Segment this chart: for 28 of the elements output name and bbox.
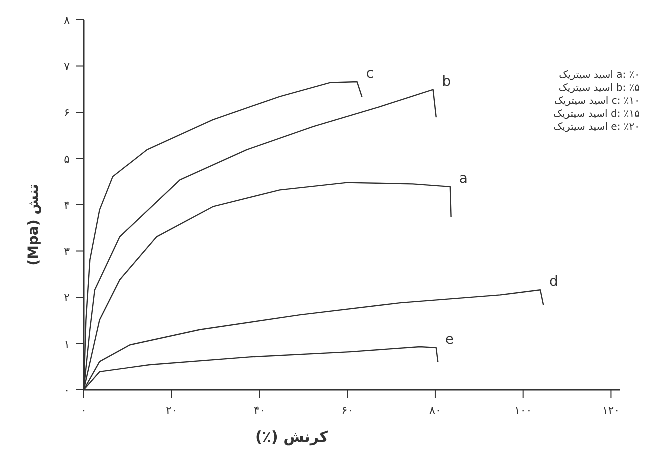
annotation: c: ٪۱۰ اسید سیتریک <box>554 96 640 107</box>
annotation: e: ٪۲۰ اسید سیتریک <box>554 122 640 133</box>
series-label: b <box>442 74 452 90</box>
y-tick-label: ۳ <box>64 245 70 258</box>
y-tick-label: ۵ <box>64 152 70 166</box>
series-label: d <box>549 274 558 290</box>
y-tick-label: ۴ <box>64 199 70 212</box>
y-tick-label: ۱ <box>64 338 70 351</box>
x-tick-label: ۸۰ <box>430 404 442 417</box>
y-tick-label: ۲ <box>64 292 70 304</box>
series-label: e <box>445 332 454 348</box>
x-tick-label: ۴۰ <box>254 404 266 417</box>
y-axis-title: تنش (Mpa) <box>26 184 42 266</box>
series-label: c <box>366 66 374 82</box>
x-axis-title: کرنش (٪) <box>256 428 329 446</box>
y-tick-label: ۷ <box>64 60 70 74</box>
y-tick-label: ۸ <box>64 14 70 27</box>
annotation: b: ٪۵ اسید سیتریک <box>558 83 640 94</box>
x-tick-label: ۶۰ <box>342 404 354 417</box>
x-tick-label: ۰ <box>81 404 87 417</box>
y-tick-label: ۶ <box>64 106 70 120</box>
y-tick-label: ۰ <box>64 384 70 397</box>
x-tick-label: ۱۲۰ <box>602 404 620 417</box>
series-label: a <box>459 170 468 187</box>
annotation: a: ٪۰ اسید سیتریک <box>559 70 640 81</box>
annotation: d: ٪۱۵ اسید سیتریک <box>554 109 640 120</box>
x-tick-label: ۲۰ <box>166 404 178 417</box>
x-tick-label: ۱۰۰ <box>514 404 532 417</box>
